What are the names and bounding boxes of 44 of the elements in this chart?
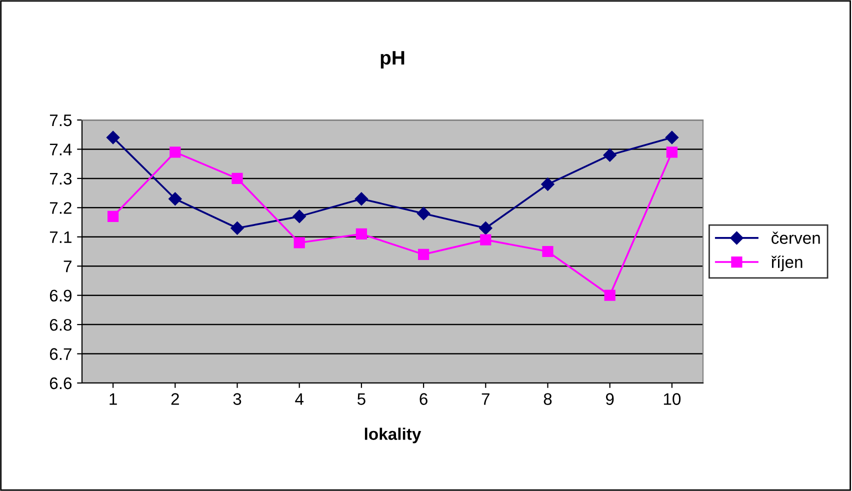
y-tick-label: 7.4 bbox=[50, 144, 72, 156]
x-tick-label: 8 bbox=[544, 393, 552, 405]
y-tick-label: 7.1 bbox=[50, 231, 72, 243]
y-tick-label: 6.7 bbox=[50, 348, 72, 360]
chart-title: pH bbox=[380, 51, 404, 68]
point bbox=[418, 248, 430, 260]
y-tick-label: 7.5 bbox=[50, 114, 72, 126]
y-tick-label: 7.2 bbox=[50, 202, 72, 214]
x-tick-label: 5 bbox=[357, 393, 366, 405]
y-tick-label: 6.6 bbox=[50, 377, 72, 390]
point bbox=[230, 222, 244, 235]
y-tick-label: 6.8 bbox=[50, 318, 72, 331]
point bbox=[292, 210, 306, 224]
x-tick-label: 10 bbox=[664, 393, 681, 405]
x-tick-label: 3 bbox=[233, 393, 242, 405]
point bbox=[480, 234, 492, 246]
point bbox=[542, 246, 554, 258]
point bbox=[479, 222, 492, 235]
y-tick-label: 7.3 bbox=[50, 172, 72, 185]
x-tick-label: 9 bbox=[606, 393, 614, 405]
x-tick-label: 2 bbox=[171, 393, 179, 405]
point bbox=[232, 172, 243, 184]
point bbox=[354, 192, 368, 206]
point bbox=[168, 192, 182, 206]
y-tick-label: 6.9 bbox=[50, 290, 72, 302]
point bbox=[604, 290, 616, 301]
point bbox=[603, 148, 616, 162]
point bbox=[541, 178, 554, 191]
y-tick-label: 7 bbox=[64, 260, 72, 272]
point bbox=[665, 130, 679, 144]
point bbox=[356, 228, 368, 240]
point bbox=[666, 146, 678, 158]
x-tick-label: 6 bbox=[420, 393, 428, 405]
point bbox=[170, 146, 181, 158]
point bbox=[416, 206, 430, 220]
point bbox=[106, 130, 120, 144]
point bbox=[294, 237, 305, 248]
legend-label: červen bbox=[772, 232, 820, 244]
x-tick-label: 4 bbox=[295, 393, 304, 405]
x-tick-label: 1 bbox=[110, 393, 117, 405]
point bbox=[107, 210, 119, 222]
x-axis-title: lokality bbox=[364, 428, 422, 444]
legend-label: říjen bbox=[771, 256, 802, 272]
x-tick-label: 7 bbox=[482, 393, 490, 405]
